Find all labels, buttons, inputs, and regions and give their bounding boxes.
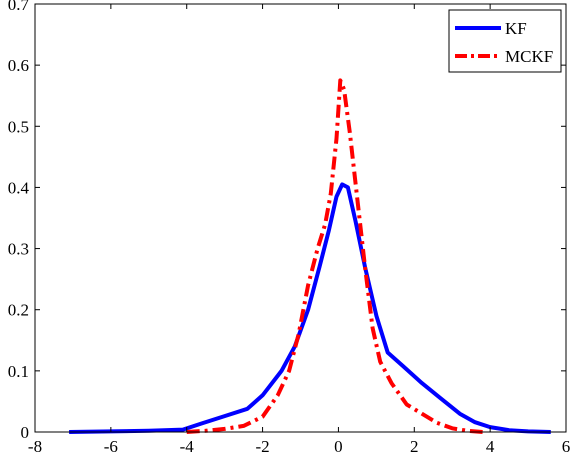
y-tick-label: 0.1 (8, 362, 29, 381)
series-layer (69, 78, 551, 434)
y-tick-label: 0.3 (8, 240, 29, 259)
y-tick-label: 0.6 (8, 56, 29, 75)
series-line-mckf (186, 78, 483, 434)
y-tick-label: 0.7 (8, 0, 30, 14)
x-tick-label: -2 (255, 437, 269, 456)
y-tick-label: 0 (21, 423, 30, 442)
series-line-kf (69, 182, 551, 434)
x-tick-label: -4 (180, 437, 195, 456)
ticks-layer: -8 -6 -4 -2 0 2 4 6 0 0.1 0.2 0.3 0.4 0.5 0.6 0.7 (8, 0, 570, 456)
x-tick-label: -6 (104, 437, 118, 456)
legend-label-mckf: MCKF (505, 47, 553, 66)
x-tick-label: 4 (486, 437, 495, 456)
x-tick-label: 2 (410, 437, 419, 456)
legend: KF MCKF (448, 9, 562, 73)
y-tick-label: 0.4 (8, 178, 30, 197)
y-tick-label: 0.5 (8, 117, 29, 136)
legend-box (448, 9, 562, 73)
x-tick-label: -8 (28, 437, 42, 456)
plot-frame (34, 3, 567, 433)
legend-label-kf: KF (505, 19, 527, 38)
x-tick-label: 0 (334, 437, 343, 456)
y-tick-label: 0.2 (8, 301, 29, 320)
x-tick-label: 6 (562, 437, 570, 456)
